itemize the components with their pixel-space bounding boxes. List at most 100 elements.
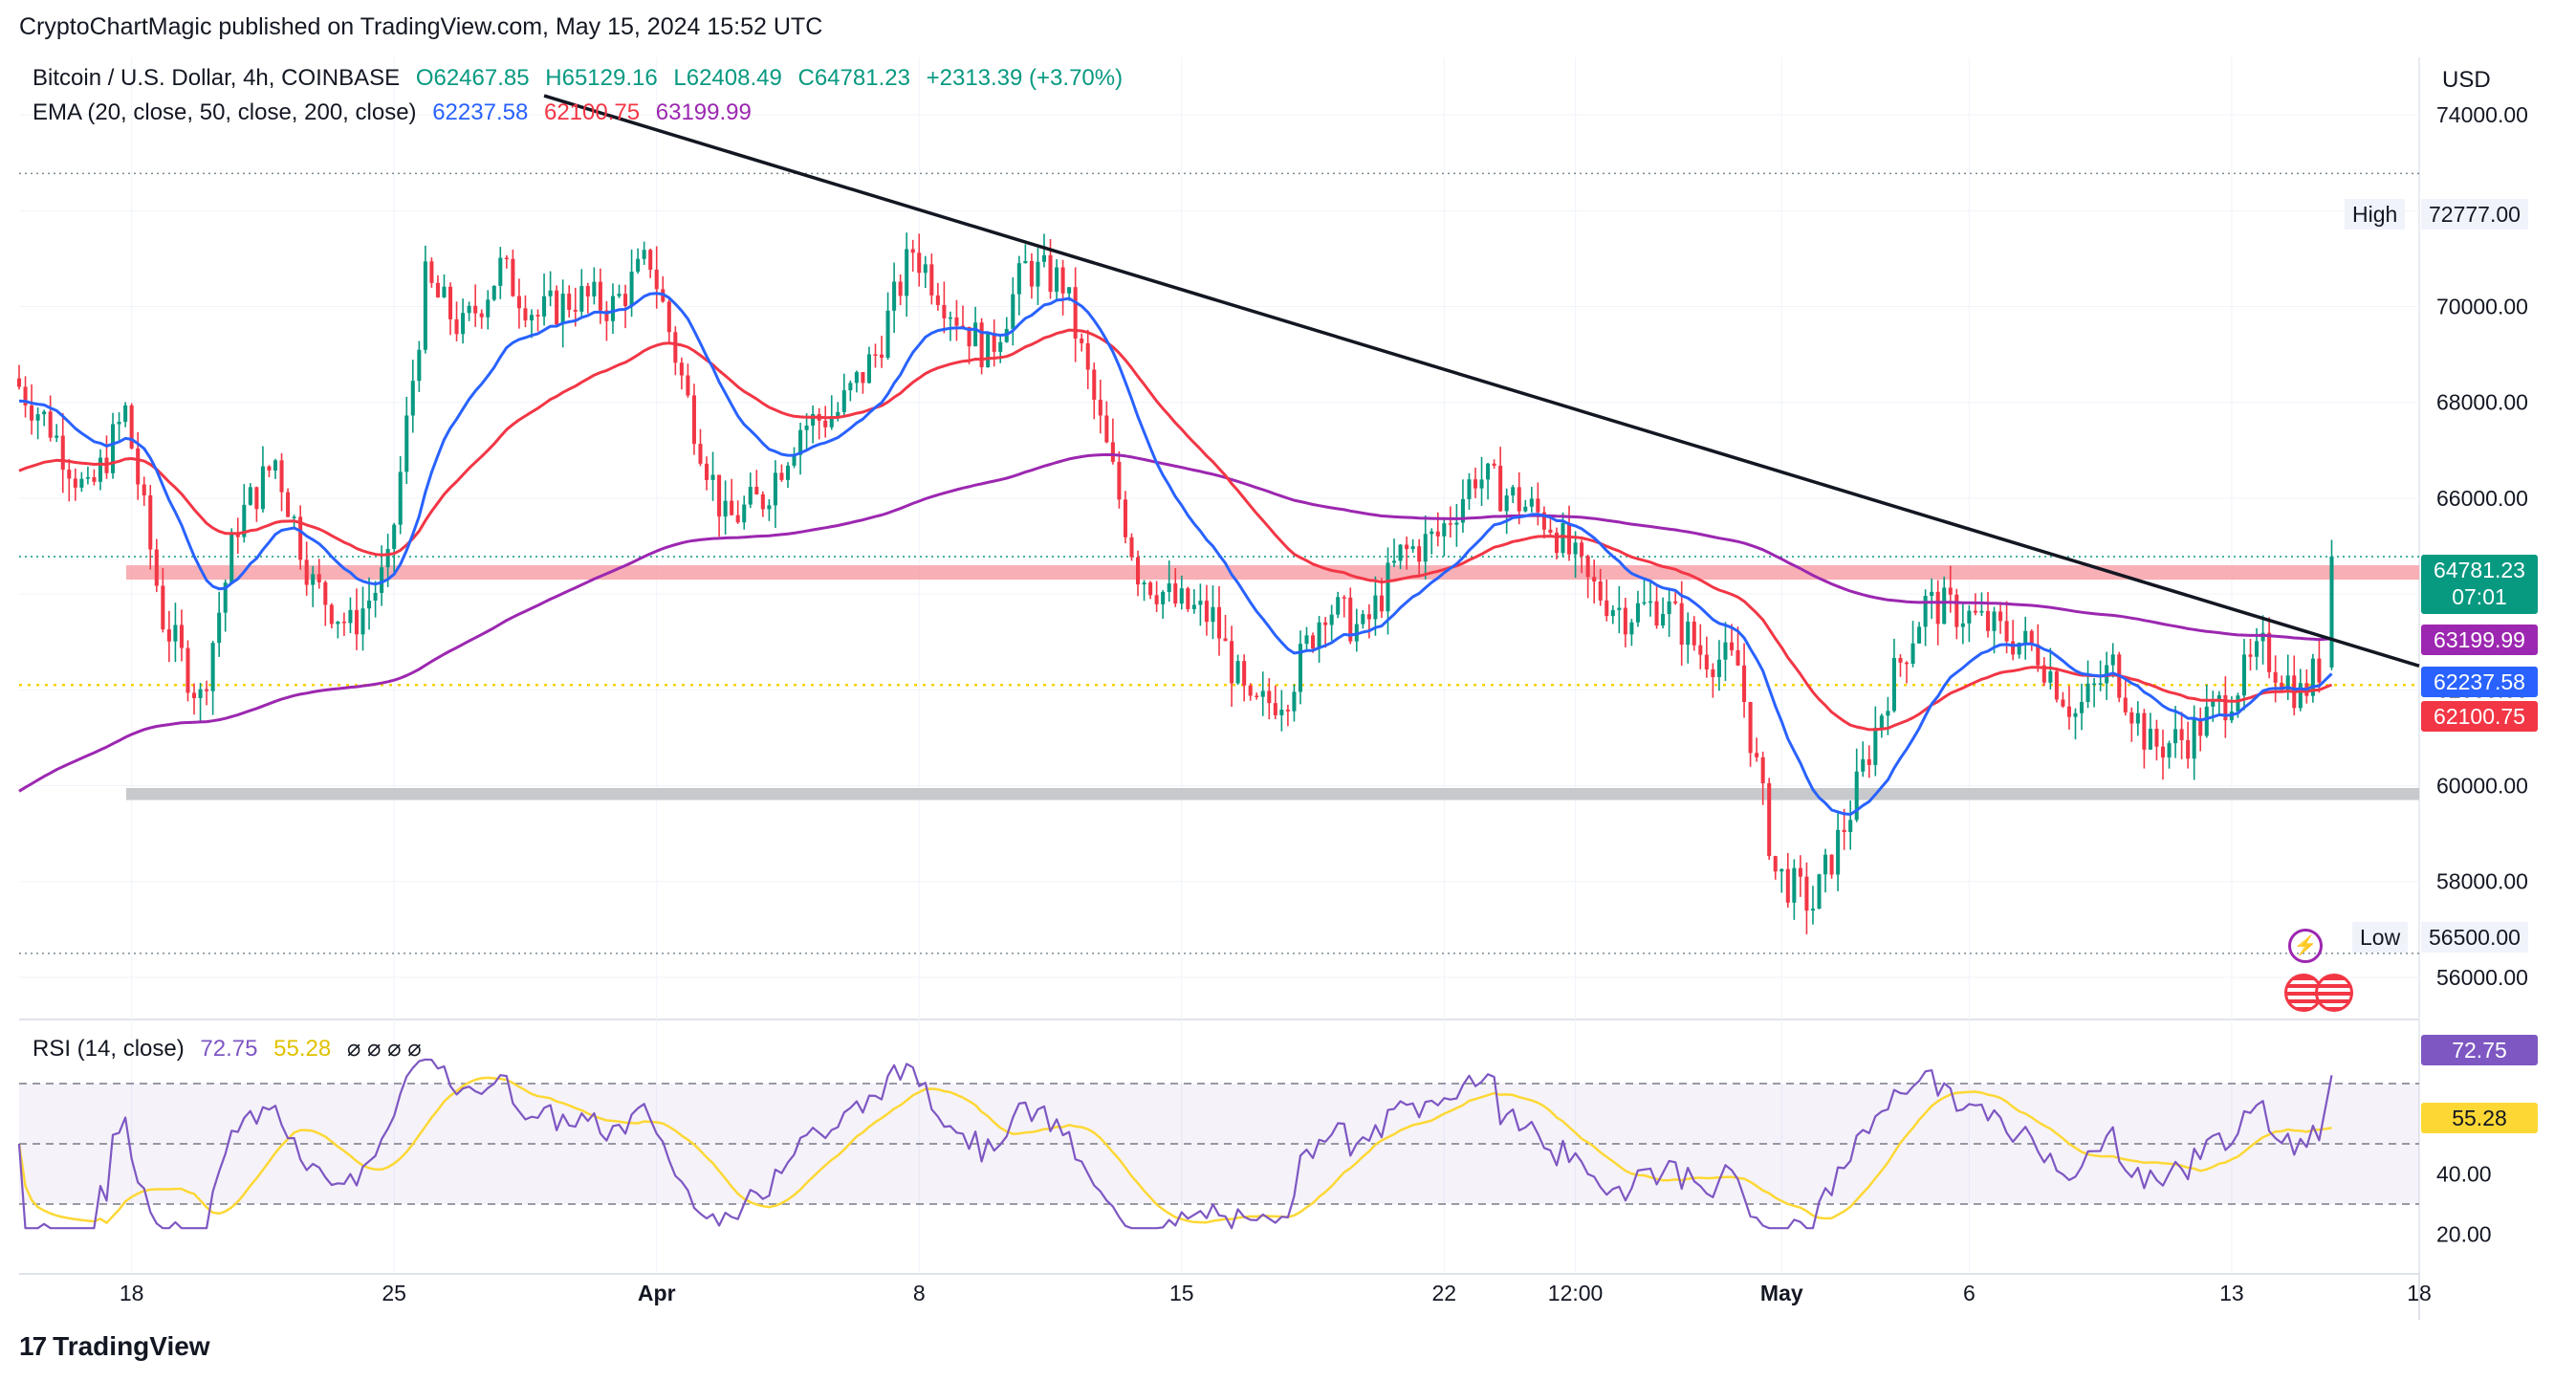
candle-body — [1417, 546, 1422, 562]
candle-body — [173, 625, 178, 642]
candle-body — [673, 332, 678, 363]
tradingview-logo[interactable]: 17 TradingView — [19, 1331, 210, 1362]
candle-body — [748, 487, 753, 505]
candle-body — [60, 435, 65, 471]
candle-body — [1517, 487, 1521, 512]
candle-body — [1910, 643, 1915, 665]
candle-body — [929, 264, 934, 296]
candle-body — [129, 405, 134, 449]
us-flag-event-icon[interactable] — [2315, 974, 2353, 1012]
candle-body — [92, 477, 97, 482]
candle-body — [1117, 461, 1122, 500]
candle-body — [1361, 614, 1365, 625]
candle-body — [1723, 642, 1728, 660]
ema200-line — [18, 452, 2332, 793]
rsi-ma-value: 55.28 — [273, 1036, 332, 1062]
candle-body — [610, 296, 615, 321]
candle-body — [823, 420, 828, 427]
candle-body — [1891, 657, 1896, 712]
candle-body — [1442, 523, 1447, 537]
candle-body — [579, 286, 584, 312]
candle-body — [1573, 542, 1578, 555]
y-tick-label: 60000.00 — [2436, 774, 2528, 799]
rsi-ma-tag: 55.28 — [2421, 1103, 2538, 1133]
candle-body — [1311, 635, 1316, 649]
candle-body — [286, 492, 291, 517]
candle-body — [1755, 753, 1759, 757]
ema20-line — [18, 292, 2333, 816]
symbol-legend: Bitcoin / U.S. Dollar, 4h, COINBASE O624… — [33, 65, 1132, 92]
y-tick-label: 70000.00 — [2436, 295, 2528, 319]
candle-body — [2236, 695, 2240, 712]
candle-body — [1748, 701, 1753, 754]
candle-body — [623, 294, 628, 306]
candle-body — [473, 305, 478, 314]
candle-body — [691, 395, 696, 445]
candle-body — [1092, 369, 1097, 400]
candle-body — [917, 252, 922, 274]
currency-selector[interactable]: USD — [2442, 67, 2491, 93]
candle-body — [1366, 614, 1371, 620]
candle-body — [311, 574, 316, 585]
rsi-tag: 72.75 — [2421, 1035, 2538, 1065]
candle-body — [785, 465, 791, 480]
candle-body — [1080, 338, 1084, 343]
candle-body — [542, 296, 547, 317]
candle-body — [1223, 638, 1228, 642]
symbol-title: Bitcoin / U.S. Dollar, 4h, COINBASE — [33, 65, 401, 91]
candle-body — [967, 326, 971, 347]
candle-body — [85, 477, 90, 479]
candle-body — [161, 585, 165, 630]
candle-body — [429, 261, 434, 283]
candle-body — [1173, 582, 1178, 604]
candle-body — [254, 487, 259, 510]
candle-body — [1879, 715, 1884, 728]
low-value: L62408.49 — [673, 65, 782, 91]
candle-body — [504, 257, 509, 260]
candle-body — [1804, 876, 1809, 911]
candle-body — [717, 474, 722, 517]
candle-body — [273, 460, 278, 471]
candle-body — [1760, 756, 1765, 783]
candle-body — [1711, 669, 1715, 677]
candle-body — [1235, 661, 1240, 684]
candle-body — [2110, 654, 2115, 666]
candle-body — [529, 315, 535, 321]
candle-body — [191, 692, 197, 698]
candle-body — [235, 534, 240, 537]
candle-body — [2317, 658, 2322, 683]
close-value: C64781.23 — [797, 65, 910, 91]
candle-body — [1186, 588, 1190, 609]
rsi-legend[interactable]: RSI (14, close) 72.75 55.28 ⌀ ⌀ ⌀ ⌀ — [33, 1035, 431, 1063]
candle-body — [1048, 254, 1053, 293]
high-value: H65129.16 — [545, 65, 658, 91]
candle-body — [1104, 415, 1109, 443]
rsi-settings-icons[interactable]: ⌀ ⌀ ⌀ ⌀ — [346, 1036, 422, 1062]
candle-body — [1129, 537, 1134, 558]
candle-body — [1279, 710, 1284, 715]
candle-body — [1336, 597, 1341, 615]
candle-body — [1580, 542, 1584, 557]
high-label: High — [2345, 199, 2406, 230]
candle-body — [2054, 670, 2059, 700]
x-tick-label: 6 — [1963, 1281, 1976, 1305]
candle-body — [948, 317, 952, 319]
candle-body — [798, 429, 803, 455]
candle-body — [279, 460, 284, 493]
candle-body — [1179, 588, 1184, 604]
candle-body — [710, 474, 715, 480]
x-tick-label: 13 — [2219, 1281, 2244, 1305]
candle-body — [848, 383, 853, 391]
candle-body — [1610, 609, 1615, 617]
rsi-ma-line — [17, 1076, 2332, 1224]
candle-body — [1273, 703, 1277, 715]
tradingview-mark-icon: 17 — [19, 1331, 47, 1361]
ema-legend[interactable]: EMA (20, close, 50, close, 200, close) 6… — [33, 99, 761, 126]
candle-body — [617, 294, 622, 296]
rsi-title: RSI (14, close) — [33, 1036, 185, 1062]
candle-body — [142, 484, 146, 495]
lightning-event-icon[interactable]: ⚡ — [2288, 929, 2323, 963]
candle-body — [1861, 758, 1866, 772]
candle-body — [1692, 621, 1696, 646]
